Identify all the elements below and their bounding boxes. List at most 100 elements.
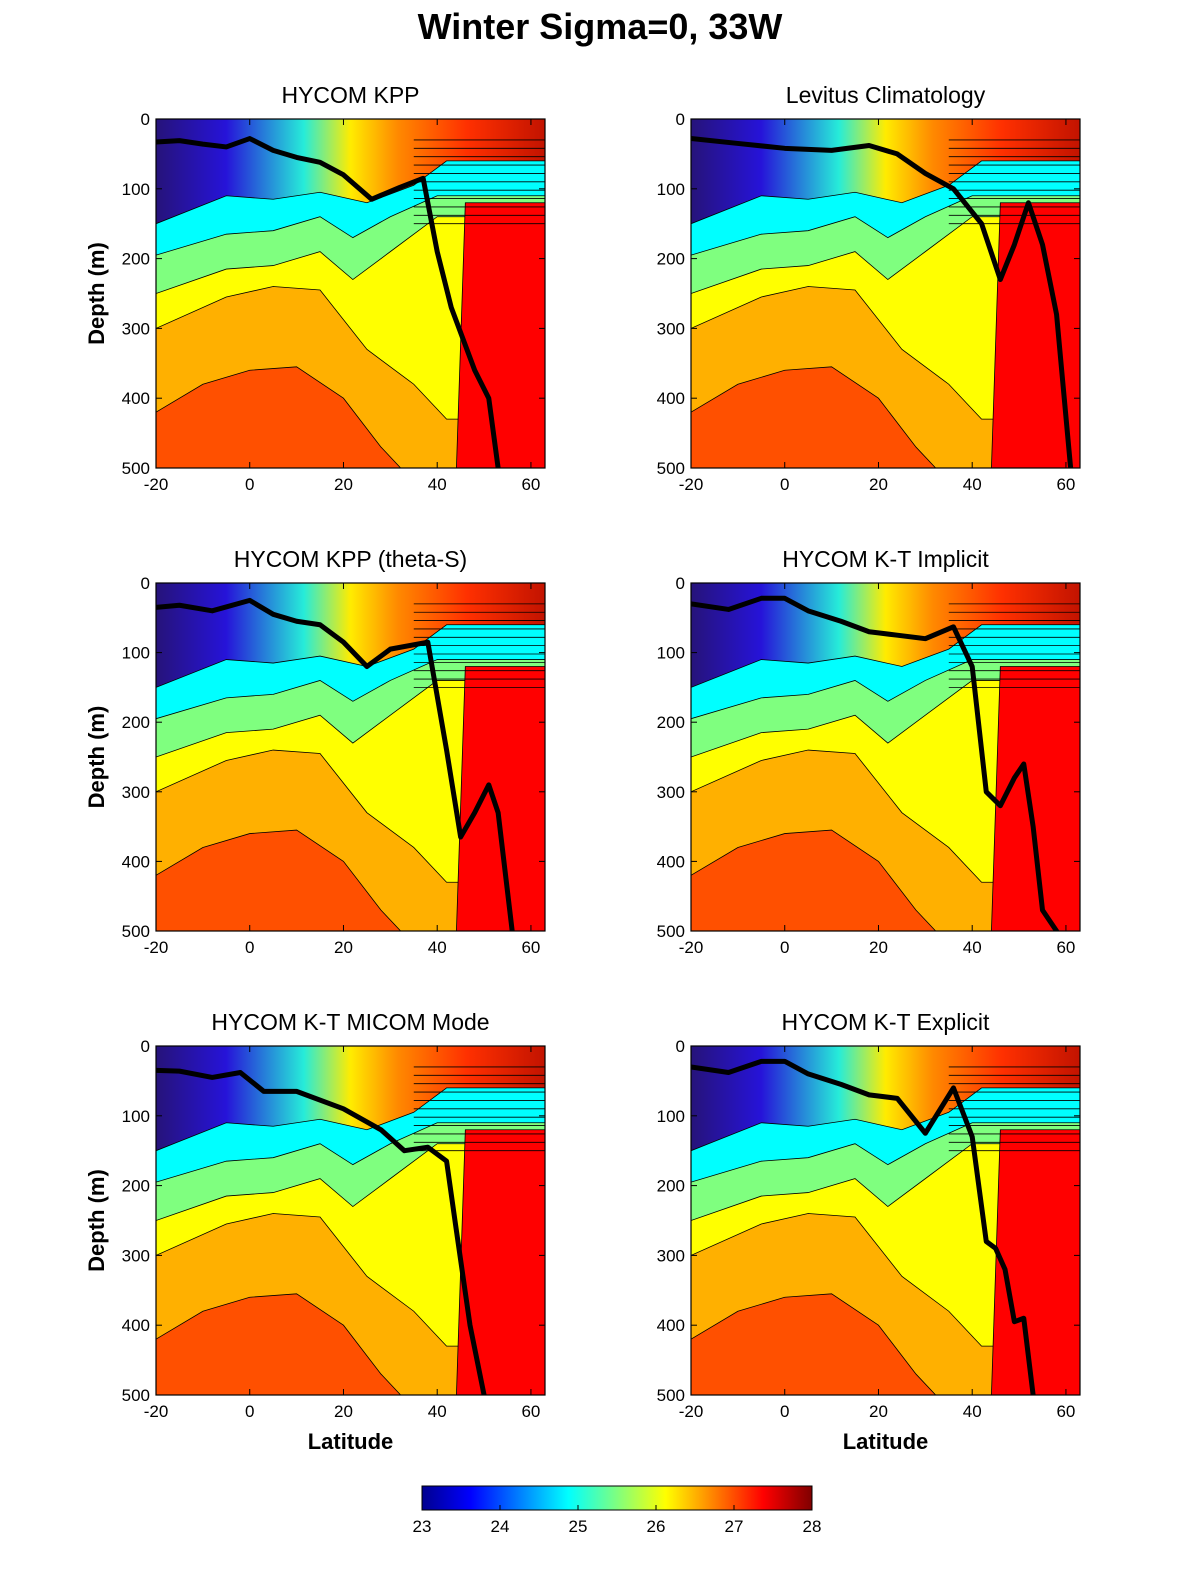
- x-tick-label: 0: [780, 475, 789, 494]
- figure-title: Winter Sigma=0, 33W: [417, 6, 783, 47]
- x-tick-label: 20: [334, 938, 353, 957]
- y-tick-label: 200: [657, 1177, 685, 1196]
- y-tick-label: 500: [122, 459, 150, 478]
- x-tick-label: -20: [679, 1402, 704, 1421]
- x-tick-label: 60: [1056, 1402, 1075, 1421]
- y-tick-label: 400: [122, 1316, 150, 1335]
- y-tick-label: 400: [657, 389, 685, 408]
- y-tick-label: 400: [122, 389, 150, 408]
- y-tick-label: 100: [122, 1107, 150, 1126]
- density-band: [691, 829, 937, 931]
- panel-5: HYCOM K-T MICOM Mode -20 0 20 40 60 0 100 200 300…: [84, 1009, 546, 1454]
- y-tick-label: 300: [122, 1246, 150, 1265]
- x-tick-label: -20: [144, 1402, 169, 1421]
- heatmap-field: [156, 119, 545, 468]
- density-band: [456, 666, 545, 931]
- colorbar-tick-label: 27: [725, 1517, 744, 1536]
- y-tick-label: 0: [676, 110, 685, 129]
- density-band: [456, 1129, 545, 1395]
- x-axis-label: Latitude: [843, 1429, 929, 1454]
- plot-frame: [155, 118, 546, 469]
- x-tick-label: 20: [869, 475, 888, 494]
- y-tick-label: 0: [141, 574, 150, 593]
- heatmap-field: [156, 583, 545, 931]
- x-tick-label: 60: [521, 475, 540, 494]
- y-tick-label: 100: [657, 1107, 685, 1126]
- panel-title: HYCOM KPP: [281, 82, 419, 108]
- x-tick-label: 0: [245, 938, 254, 957]
- panel-title: HYCOM K-T MICOM Mode: [211, 1009, 489, 1035]
- heatmap-field: [156, 1046, 545, 1395]
- y-tick-label: 300: [657, 1246, 685, 1265]
- y-axis-label: Depth (m): [84, 706, 109, 809]
- panel-4: HYCOM K-T Implicit -20 0 20 40 60 0 100 200 300 40…: [657, 546, 1081, 957]
- heatmap-field: [691, 583, 1080, 931]
- plot-frame: [690, 118, 1081, 469]
- x-tick-label: 40: [963, 1402, 982, 1421]
- density-band: [156, 829, 402, 931]
- plot-frame: [155, 582, 546, 932]
- density-band: [456, 202, 545, 468]
- panel-title: HYCOM K-T Explicit: [782, 1009, 990, 1035]
- y-tick-label: 200: [657, 713, 685, 732]
- density-band: [991, 666, 1080, 931]
- y-tick-label: 300: [122, 319, 150, 338]
- plot-frame: [690, 1045, 1081, 1396]
- x-tick-label: 0: [245, 475, 254, 494]
- heatmap-field: [691, 119, 1080, 468]
- x-tick-label: 40: [963, 938, 982, 957]
- panel-6: HYCOM K-T Explicit -20 0 20 40 60 0 100 200 300 40…: [657, 1009, 1081, 1454]
- mixed-layer-depth-line: [691, 1058, 1036, 1395]
- y-tick-label: 400: [657, 1316, 685, 1335]
- plot-frame: [155, 1045, 546, 1396]
- mixed-layer-depth-line: [156, 597, 515, 931]
- y-tick-label: 500: [657, 459, 685, 478]
- density-band: [991, 202, 1080, 468]
- y-tick-label: 300: [657, 783, 685, 802]
- panel-1: HYCOM KPP -20 0 20 40 60 0 100 200 300 400 500 Depth…: [84, 82, 546, 494]
- x-tick-label: 20: [869, 1402, 888, 1421]
- panels-group: HYCOM KPP-20 0 20 40 600100200300400500Depth…: [84, 82, 1081, 1454]
- plot-frame: [690, 582, 1081, 932]
- colorbar-tick-label: 25: [569, 1517, 588, 1536]
- y-tick-label: 200: [122, 250, 150, 269]
- x-tick-label: 40: [428, 938, 447, 957]
- density-band: [156, 1293, 402, 1395]
- x-tick-label: -20: [144, 938, 169, 957]
- mixed-layer-depth-line: [691, 136, 1074, 468]
- x-tick-label: 60: [521, 938, 540, 957]
- x-tick-label: -20: [144, 475, 169, 494]
- mixed-layer-depth-line: [691, 595, 1060, 931]
- panel-2: Levitus Climatology -20 0 20 40 60 0 100 200 300 4…: [657, 82, 1081, 494]
- y-tick-label: 0: [676, 1037, 685, 1056]
- density-band: [156, 366, 402, 468]
- panel-title: HYCOM K-T Implicit: [782, 546, 989, 572]
- panel-title: HYCOM KPP (theta-S): [234, 546, 467, 572]
- x-axis-label: Latitude: [308, 1429, 394, 1454]
- colorbar-bar: [421, 1485, 813, 1511]
- x-tick-label: 0: [245, 1402, 254, 1421]
- y-tick-label: 0: [141, 1037, 150, 1056]
- mixed-layer-depth-line: [156, 1067, 487, 1395]
- y-tick-label: 0: [676, 574, 685, 593]
- y-tick-label: 500: [657, 1386, 685, 1405]
- y-tick-label: 500: [657, 922, 685, 941]
- x-tick-label: -20: [679, 475, 704, 494]
- y-tick-label: 300: [657, 319, 685, 338]
- y-tick-label: 200: [122, 1177, 150, 1196]
- y-tick-label: 500: [122, 1386, 150, 1405]
- y-tick-label: 100: [657, 644, 685, 663]
- x-tick-label: 0: [780, 938, 789, 957]
- x-tick-label: 40: [428, 1402, 447, 1421]
- y-axis-label: Depth (m): [84, 242, 109, 345]
- y-tick-label: 100: [657, 180, 685, 199]
- y-tick-label: 0: [141, 110, 150, 129]
- panel-3: HYCOM KPP (theta-S) -20 0 20 40 60 0 100 200 300 4…: [84, 546, 546, 957]
- colorbar-tick-label: 23: [413, 1517, 432, 1536]
- x-tick-label: 20: [334, 1402, 353, 1421]
- colorbar-tick-label: 24: [491, 1517, 510, 1536]
- x-tick-label: -20: [679, 938, 704, 957]
- x-tick-label: 20: [334, 475, 353, 494]
- x-tick-label: 20: [869, 938, 888, 957]
